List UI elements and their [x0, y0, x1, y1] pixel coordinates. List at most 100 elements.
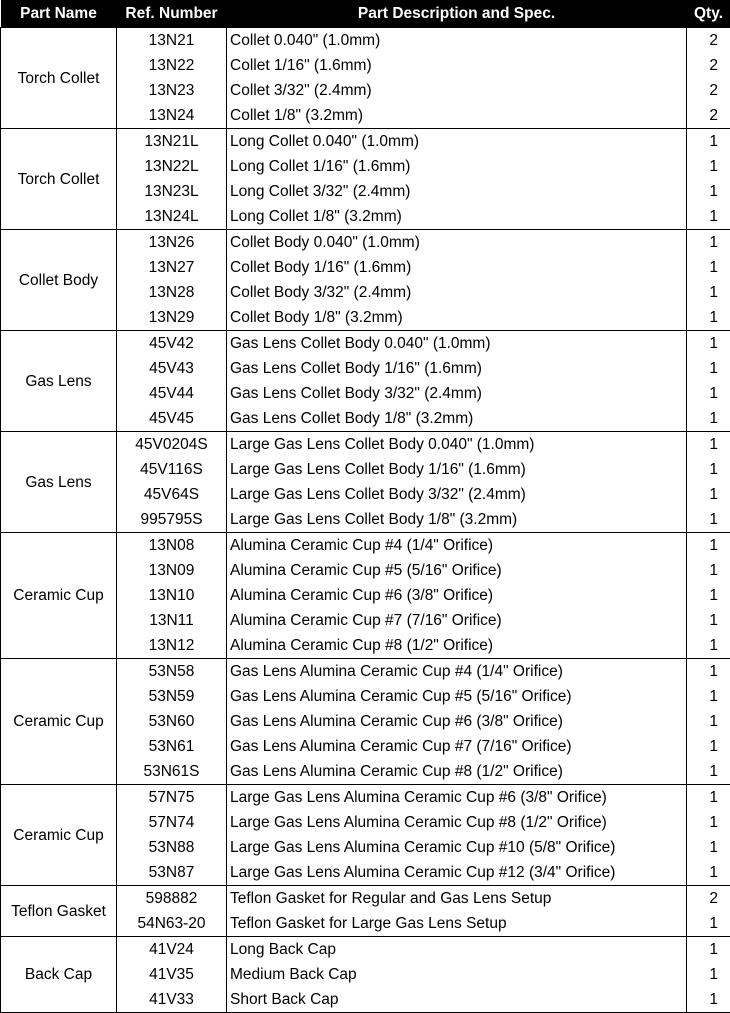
ref-number-cell: 53N60 [117, 709, 227, 734]
qty-cell: 1 [687, 734, 730, 759]
part-name-cell: Ceramic Cup [1, 533, 117, 659]
part-name-cell: Teflon Gasket [1, 886, 117, 937]
qty-cell: 1 [687, 759, 730, 785]
description-cell: Collet 0.040" (1.0mm) [227, 28, 687, 54]
ref-number-cell: 53N61S [117, 759, 227, 785]
ref-number-cell: 13N24L [117, 204, 227, 230]
description-cell: Gas Lens Alumina Ceramic Cup #8 (1/2" Or… [227, 759, 687, 785]
qty-cell: 1 [687, 406, 730, 432]
ref-number-cell: 45V116S [117, 457, 227, 482]
qty-cell: 1 [687, 204, 730, 230]
ref-number-cell: 41V35 [117, 962, 227, 987]
qty-cell: 1 [687, 911, 730, 937]
ref-number-cell: 45V64S [117, 482, 227, 507]
ref-number-cell: 13N11 [117, 608, 227, 633]
ref-number-cell: 41V24 [117, 937, 227, 963]
qty-cell: 1 [687, 659, 730, 685]
ref-number-cell: 995795S [117, 507, 227, 533]
header-part-name: Part Name [1, 0, 117, 28]
ref-number-cell: 45V0204S [117, 432, 227, 458]
qty-cell: 1 [687, 987, 730, 1013]
description-cell: Collet Body 1/16" (1.6mm) [227, 255, 687, 280]
qty-cell: 1 [687, 305, 730, 331]
part-name-cell: Ceramic Cup [1, 785, 117, 886]
description-cell: Large Gas Lens Alumina Ceramic Cup #10 (… [227, 835, 687, 860]
description-cell: Gas Lens Collet Body 3/32" (2.4mm) [227, 381, 687, 406]
qty-cell: 1 [687, 331, 730, 357]
description-cell: Alumina Ceramic Cup #6 (3/8" Orifice) [227, 583, 687, 608]
description-cell: Teflon Gasket for Regular and Gas Lens S… [227, 886, 687, 912]
part-name-cell: Collet Body [1, 230, 117, 331]
qty-cell: 2 [687, 53, 730, 78]
description-cell: Collet Body 0.040" (1.0mm) [227, 230, 687, 256]
qty-cell: 1 [687, 179, 730, 204]
header-ref-number: Ref. Number [117, 0, 227, 28]
ref-number-cell: 13N26 [117, 230, 227, 256]
description-cell: Gas Lens Alumina Ceramic Cup #6 (3/8" Or… [227, 709, 687, 734]
part-name-cell: Torch Collet [1, 129, 117, 230]
qty-cell: 1 [687, 533, 730, 559]
description-cell: Collet 1/16" (1.6mm) [227, 53, 687, 78]
description-cell: Alumina Ceramic Cup #4 (1/4" Orifice) [227, 533, 687, 559]
description-cell: Collet Body 3/32" (2.4mm) [227, 280, 687, 305]
qty-cell: 2 [687, 78, 730, 103]
ref-number-cell: 598882 [117, 886, 227, 912]
qty-cell: 2 [687, 103, 730, 129]
description-cell: Gas Lens Collet Body 1/8" (3.2mm) [227, 406, 687, 432]
qty-cell: 1 [687, 860, 730, 886]
description-cell: Large Gas Lens Collet Body 1/8" (3.2mm) [227, 507, 687, 533]
ref-number-cell: 53N87 [117, 860, 227, 886]
ref-number-cell: 13N21L [117, 129, 227, 155]
ref-number-cell: 13N12 [117, 633, 227, 659]
description-cell: Alumina Ceramic Cup #5 (5/16" Orifice) [227, 558, 687, 583]
qty-cell: 1 [687, 785, 730, 811]
qty-cell: 1 [687, 255, 730, 280]
description-cell: Medium Back Cap [227, 962, 687, 987]
description-cell: Large Gas Lens Alumina Ceramic Cup #12 (… [227, 860, 687, 886]
qty-cell: 1 [687, 583, 730, 608]
description-cell: Gas Lens Alumina Ceramic Cup #4 (1/4" Or… [227, 659, 687, 685]
description-cell: Collet Body 1/8" (3.2mm) [227, 305, 687, 331]
description-cell: Collet 1/8" (3.2mm) [227, 103, 687, 129]
qty-cell: 1 [687, 558, 730, 583]
part-name-cell: Gas Lens [1, 331, 117, 432]
part-name-cell: Back Cap [1, 937, 117, 1013]
qty-cell: 1 [687, 709, 730, 734]
part-name-cell: Gas Lens [1, 432, 117, 533]
description-cell: Gas Lens Alumina Ceramic Cup #7 (7/16" O… [227, 734, 687, 759]
ref-number-cell: 53N61 [117, 734, 227, 759]
part-name-cell: Ceramic Cup [1, 659, 117, 785]
description-cell: Long Back Cap [227, 937, 687, 963]
description-cell: Large Gas Lens Alumina Ceramic Cup #8 (1… [227, 810, 687, 835]
qty-cell: 1 [687, 684, 730, 709]
header-qty: Qty. [687, 0, 730, 28]
qty-cell: 1 [687, 482, 730, 507]
qty-cell: 1 [687, 381, 730, 406]
qty-cell: 1 [687, 129, 730, 155]
ref-number-cell: 13N10 [117, 583, 227, 608]
description-cell: Large Gas Lens Alumina Ceramic Cup #6 (3… [227, 785, 687, 811]
ref-number-cell: 13N29 [117, 305, 227, 331]
description-cell: Long Collet 3/32" (2.4mm) [227, 179, 687, 204]
ref-number-cell: 41V33 [117, 987, 227, 1013]
description-cell: Alumina Ceramic Cup #7 (7/16" Orifice) [227, 608, 687, 633]
qty-cell: 1 [687, 962, 730, 987]
qty-cell: 1 [687, 230, 730, 256]
qty-cell: 2 [687, 886, 730, 912]
qty-cell: 1 [687, 507, 730, 533]
ref-number-cell: 45V43 [117, 356, 227, 381]
qty-cell: 1 [687, 457, 730, 482]
qty-cell: 1 [687, 356, 730, 381]
qty-cell: 1 [687, 280, 730, 305]
header-row: Part Name Ref. Number Part Description a… [1, 0, 730, 28]
description-cell: Long Collet 0.040" (1.0mm) [227, 129, 687, 155]
part-name-cell: Torch Collet [1, 28, 117, 129]
qty-cell: 1 [687, 154, 730, 179]
description-cell: Short Back Cap [227, 987, 687, 1013]
